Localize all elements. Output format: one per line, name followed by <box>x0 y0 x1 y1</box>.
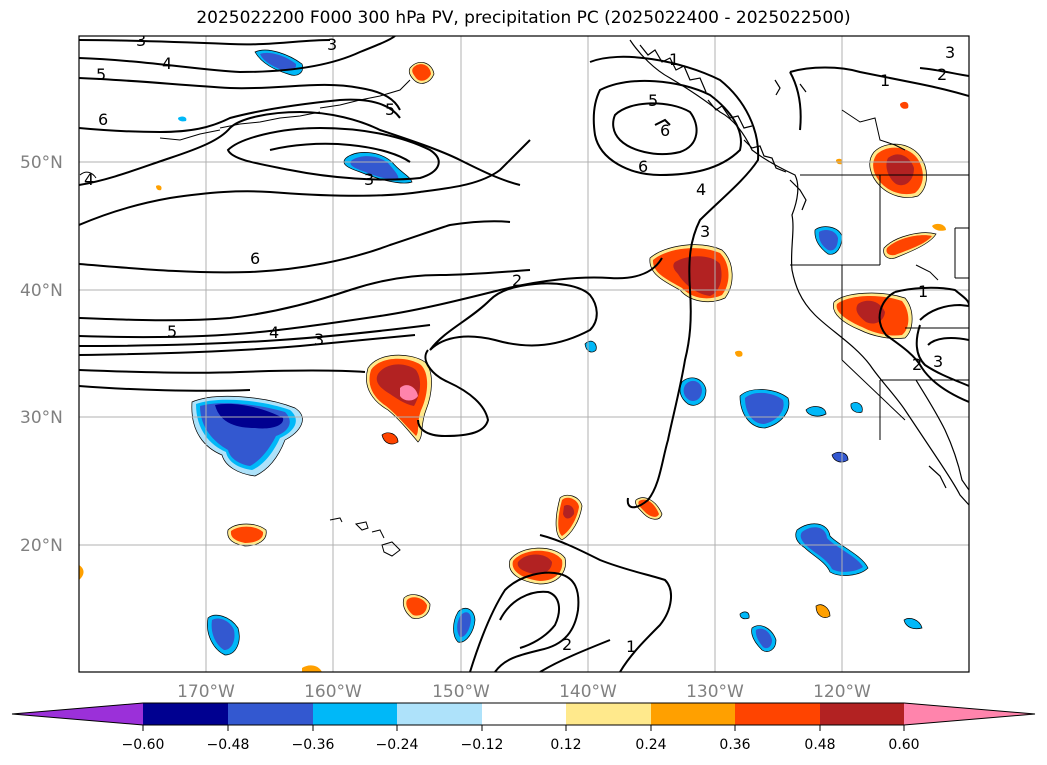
contour-label: 5 <box>96 65 106 84</box>
contour-label: 4 <box>162 54 172 73</box>
precip-blob-positive <box>833 292 913 339</box>
contour-label: 6 <box>98 110 108 129</box>
state-borders <box>790 109 969 440</box>
lat-label-40n: 40°N <box>20 281 63 301</box>
colorbar-segment <box>313 703 397 725</box>
precip-blob-positive <box>79 61 946 672</box>
contour-label: 3 <box>364 170 374 189</box>
precip-blob-positive <box>555 494 583 541</box>
map-title: 2025022200 F000 300 hPa PV, precipitatio… <box>196 8 851 28</box>
precip-anomaly-fill <box>79 49 946 672</box>
map-frame <box>78 35 970 673</box>
contour-label: 3 <box>327 35 337 54</box>
lon-label-130w: 130°W <box>686 682 744 702</box>
colorbar-tick-label: 0.48 <box>804 737 835 753</box>
contour-label: 3 <box>136 31 146 50</box>
contour-label: 3 <box>314 330 324 349</box>
precip-blob-negative <box>679 377 707 406</box>
colorbar-extend-low <box>12 703 143 725</box>
coastlines <box>629 39 969 506</box>
precip-blob-positive <box>883 232 937 259</box>
contour-label: 2 <box>912 355 922 374</box>
colorbar-tick-label: 0.36 <box>719 737 750 753</box>
contour-label: 2 <box>937 65 947 84</box>
lat-label-50n: 50°N <box>20 153 63 173</box>
precip-blob-negative <box>751 625 777 652</box>
contour-label: 2 <box>512 271 522 290</box>
colorbar-tick-label: 0.24 <box>635 737 666 753</box>
precip-blob-negative <box>739 389 790 429</box>
contour-label: 1 <box>918 282 928 301</box>
colorbar-tick-label: 0.12 <box>550 737 581 753</box>
colorbar-tick-label: −0.36 <box>292 737 335 753</box>
precip-blob-negative <box>814 226 843 255</box>
lon-label-120w: 120°W <box>813 682 871 702</box>
lon-label-160w: 160°W <box>304 682 362 702</box>
precip-blob-positive <box>869 143 927 198</box>
contour-label: 2 <box>562 635 572 654</box>
colorbar-segment <box>566 703 651 725</box>
contour-label: 1 <box>626 637 636 656</box>
colorbar-extend-high <box>904 703 1035 725</box>
lon-label-150w: 150°W <box>432 682 490 702</box>
lon-label-140w: 140°W <box>559 682 617 702</box>
colorbar-segment <box>482 703 566 725</box>
contour-label: 1 <box>880 71 890 90</box>
colorbar-segment <box>651 703 735 725</box>
colorbar-segment <box>228 703 313 725</box>
contour-label: 6 <box>250 249 260 268</box>
contour-label: 4 <box>696 180 706 199</box>
contour-label: 4 <box>84 170 94 189</box>
colorbar-segment <box>820 703 904 725</box>
colorbar-tick-label: −0.60 <box>122 737 165 753</box>
lat-label-30n: 30°N <box>20 408 63 428</box>
colorbar-segment <box>735 703 820 725</box>
precip-blob-negative <box>207 614 240 656</box>
colorbar: −0.60 −0.48 −0.36 −0.24 −0.12 0.12 0.24 … <box>11 702 1036 753</box>
lon-label-170w: 170°W <box>177 682 235 702</box>
contour-label: 5 <box>385 100 395 119</box>
contour-label: 5 <box>167 322 177 341</box>
longitude-labels: 170°W 160°W 150°W 140°W 130°W 120°W <box>177 682 871 702</box>
colorbar-tick-label: −0.48 <box>207 737 250 753</box>
contour-label: 6 <box>660 121 670 140</box>
precip-blob-negative <box>795 523 869 576</box>
pv-contours <box>79 36 969 672</box>
contour-label: 6 <box>638 157 648 176</box>
latitude-labels: 50°N 40°N 30°N 20°N <box>20 153 63 556</box>
colorbar-segment <box>143 703 228 725</box>
precip-blob-positive <box>509 547 566 585</box>
colorbar-segment <box>397 703 482 725</box>
colorbar-tick-label: −0.12 <box>461 737 504 753</box>
contour-label: 4 <box>269 323 279 342</box>
lat-label-20n: 20°N <box>20 536 63 556</box>
map-content: 3 4 5 6 4 3 5 3 6 5 4 3 2 1 5 6 6 4 3 1 … <box>79 31 969 672</box>
colorbar-tick-label: −0.24 <box>376 737 419 753</box>
contour-labels: 3 4 5 6 4 3 5 3 6 5 4 3 2 1 5 6 6 4 3 1 … <box>84 31 955 656</box>
contour-label: 3 <box>700 222 710 241</box>
contour-label: 1 <box>669 50 679 69</box>
precip-blob-positive <box>649 244 733 303</box>
contour-label: 3 <box>945 43 955 62</box>
islands <box>79 79 939 557</box>
contour-label: 3 <box>933 352 943 371</box>
contour-label: 5 <box>648 91 658 110</box>
colorbar-tick-label: 0.60 <box>888 737 919 753</box>
